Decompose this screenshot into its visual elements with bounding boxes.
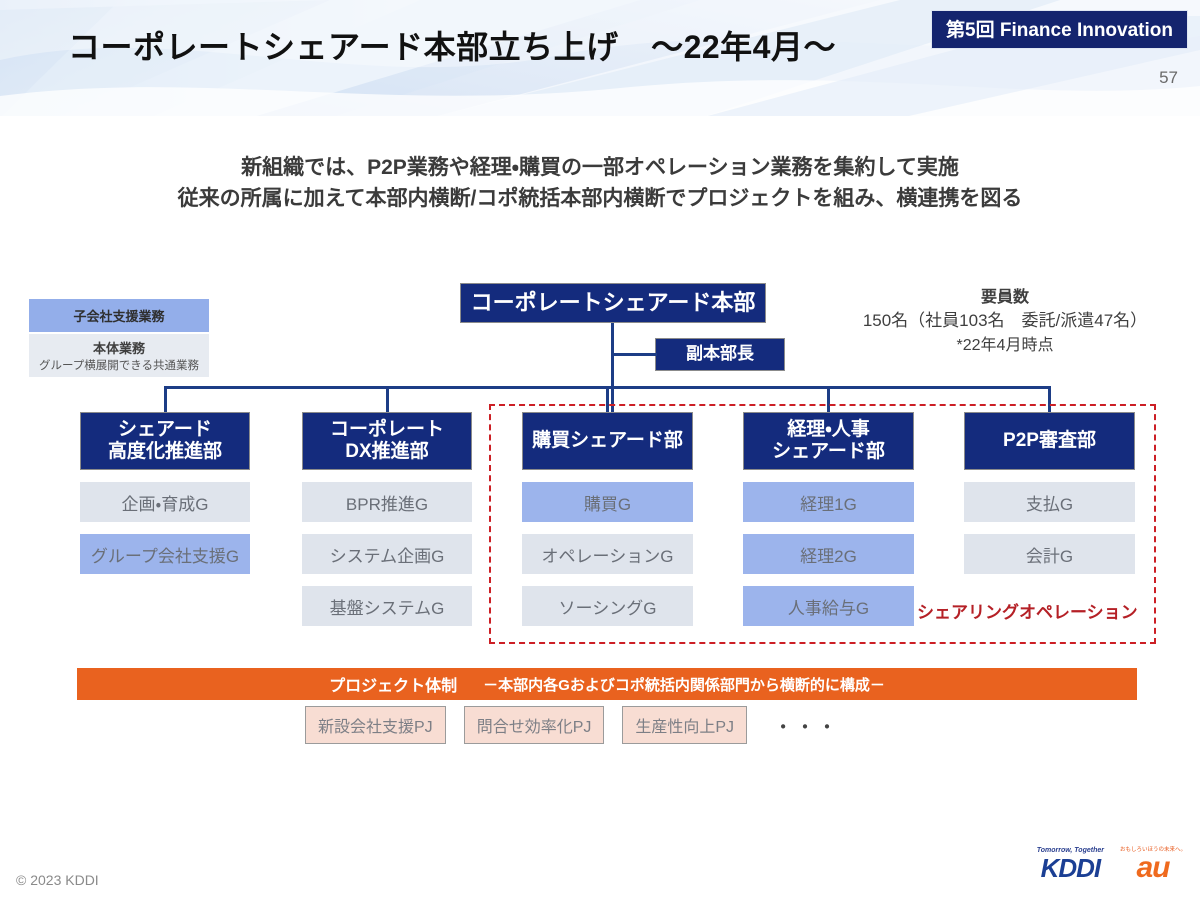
project-structure-bar: プロジェクト体制 －本部内各Gおよびコポ統括内関係部門から横断的に構成－ [77, 668, 1137, 700]
group-box: 会計G [964, 534, 1135, 574]
headcount-title: 要員数 [980, 289, 1029, 306]
group-box: オペレーションG [522, 534, 693, 574]
project-list: 新設会社支援PJ 問合せ効率化PJ 生産性向上PJ ・・・ [305, 706, 839, 744]
sharing-operation-label: シェアリングオペレーション [917, 603, 1138, 622]
group-box: 支払G [964, 482, 1135, 522]
au-wordmark-icon: au [1136, 851, 1170, 884]
connector-drop-col3 [827, 386, 830, 412]
connector-root-vertical [611, 323, 614, 412]
headcount-note: 要員数 150名（社員103名 委託/派遣47名） *22年4月時点 [820, 286, 1190, 357]
slide-header: コーポレートシェアード本部立ち上げ 〜22年4月〜 第5回 Finance In… [0, 0, 1200, 118]
legend-subsidiary-support: 子会社支援業務 [29, 299, 209, 332]
group-box: 購買G [522, 482, 693, 522]
project-bar-subtitle: －本部内各Gおよびコポ統括内関係部門から横断的に構成－ [483, 676, 885, 694]
connector-deputy-horizontal [611, 353, 657, 356]
event-badge: 第5回 Finance Innovation [931, 10, 1188, 49]
legend-main-business: 本体業務 グループ横展開できる共通業務 [29, 334, 209, 377]
dept-name: シェアード 高度化推進部 [107, 418, 222, 462]
kddi-wordmark-icon: KDDI [1040, 853, 1102, 883]
org-root-box: コーポレートシェアード本部 [460, 283, 766, 323]
group-box: ソーシングG [522, 586, 693, 626]
group-box: 基盤システムG [302, 586, 472, 626]
headcount-detail: 150名（社員103名 委託/派遣47名） [862, 311, 1148, 331]
kddi-logo: Tomorrow, Together KDDI [1037, 847, 1104, 881]
dept-header: 購買シェアード部 [522, 412, 693, 470]
group-box: 経理1G [743, 482, 914, 522]
project-item: 生産性向上PJ [622, 706, 748, 744]
dept-name: 経理・人事 シェアード部 [772, 418, 885, 462]
dept-column-shared-advancement: シェアード 高度化推進部 企画・育成G グループ会社支援G [80, 412, 250, 574]
au-tagline: おもしろいほうの未来へ。 [1119, 847, 1186, 853]
group-box: システム企画G [302, 534, 472, 574]
project-bar-title: プロジェクト体制 [329, 678, 458, 695]
project-item: 問合せ効率化PJ [463, 706, 605, 744]
connector-drop-col1 [386, 386, 389, 412]
dept-column-p2p-review: P2P審査部 支払G 会計G [964, 412, 1135, 574]
lead-line-1: 新組織では、P2P業務や経理・購買の一部オペレーション業務を集約して実施 [241, 156, 959, 179]
dept-name: 購買シェアード部 [532, 429, 683, 451]
project-ellipsis: ・・・ [773, 716, 840, 739]
group-box: 人事給与G [743, 586, 914, 626]
legend-main-title: 本体業務 [92, 341, 145, 356]
org-deputy-box: 副本部長 [655, 338, 785, 371]
group-box: BPR推進G [302, 482, 472, 522]
group-box: 企画・育成G [80, 482, 250, 522]
group-box: 経理2G [743, 534, 914, 574]
legend-main-subtitle: グループ横展開できる共通業務 [38, 360, 200, 372]
footer-logos: Tomorrow, Together KDDI おもしろいほうの未来へ。 au [1037, 845, 1186, 884]
project-item: 新設会社支援PJ [305, 706, 446, 744]
lead-description: 新組織では、P2P業務や経理・購買の一部オペレーション業務を集約して実施 従来の… [0, 152, 1200, 214]
page-number: 57 [1159, 68, 1178, 87]
dept-header: 経理・人事 シェアード部 [743, 412, 914, 470]
dept-header: P2P審査部 [964, 412, 1135, 470]
connector-drop-col0 [164, 386, 167, 412]
dept-name: P2P審査部 [1003, 429, 1096, 451]
dept-column-corporate-dx: コーポレート DX推進部 BPR推進G システム企画G 基盤システムG [302, 412, 472, 626]
copyright-text: © 2023 KDDI [16, 872, 99, 888]
dept-name: コーポレート DX推進部 [329, 418, 444, 462]
page-title: コーポレートシェアード本部立ち上げ 〜22年4月〜 [68, 29, 836, 65]
sharing-operation-zone [489, 404, 1156, 644]
dept-header: シェアード 高度化推進部 [80, 412, 250, 470]
legend: 子会社支援業務 本体業務 グループ横展開できる共通業務 [29, 299, 209, 377]
kddi-tagline: Tomorrow, Together [1036, 847, 1104, 854]
lead-line-2: 従来の所属に加えて本部内横断/コポ統括本部内横断でプロジェクトを組み、横連携を図… [177, 187, 1023, 211]
dept-column-purchasing-shared: 購買シェアード部 購買G オペレーションG ソーシングG [522, 412, 693, 626]
dept-header: コーポレート DX推進部 [302, 412, 472, 470]
group-box: グループ会社支援G [80, 534, 250, 574]
header-divider [0, 116, 1200, 118]
au-logo: おもしろいほうの未来へ。 au [1119, 845, 1186, 884]
connector-drop-col2 [606, 386, 609, 412]
connector-drop-col4 [1048, 386, 1051, 412]
headcount-asof: *22年4月時点 [956, 336, 1054, 354]
dept-column-accounting-hr-shared: 経理・人事 シェアード部 経理1G 経理2G 人事給与G [743, 412, 914, 626]
